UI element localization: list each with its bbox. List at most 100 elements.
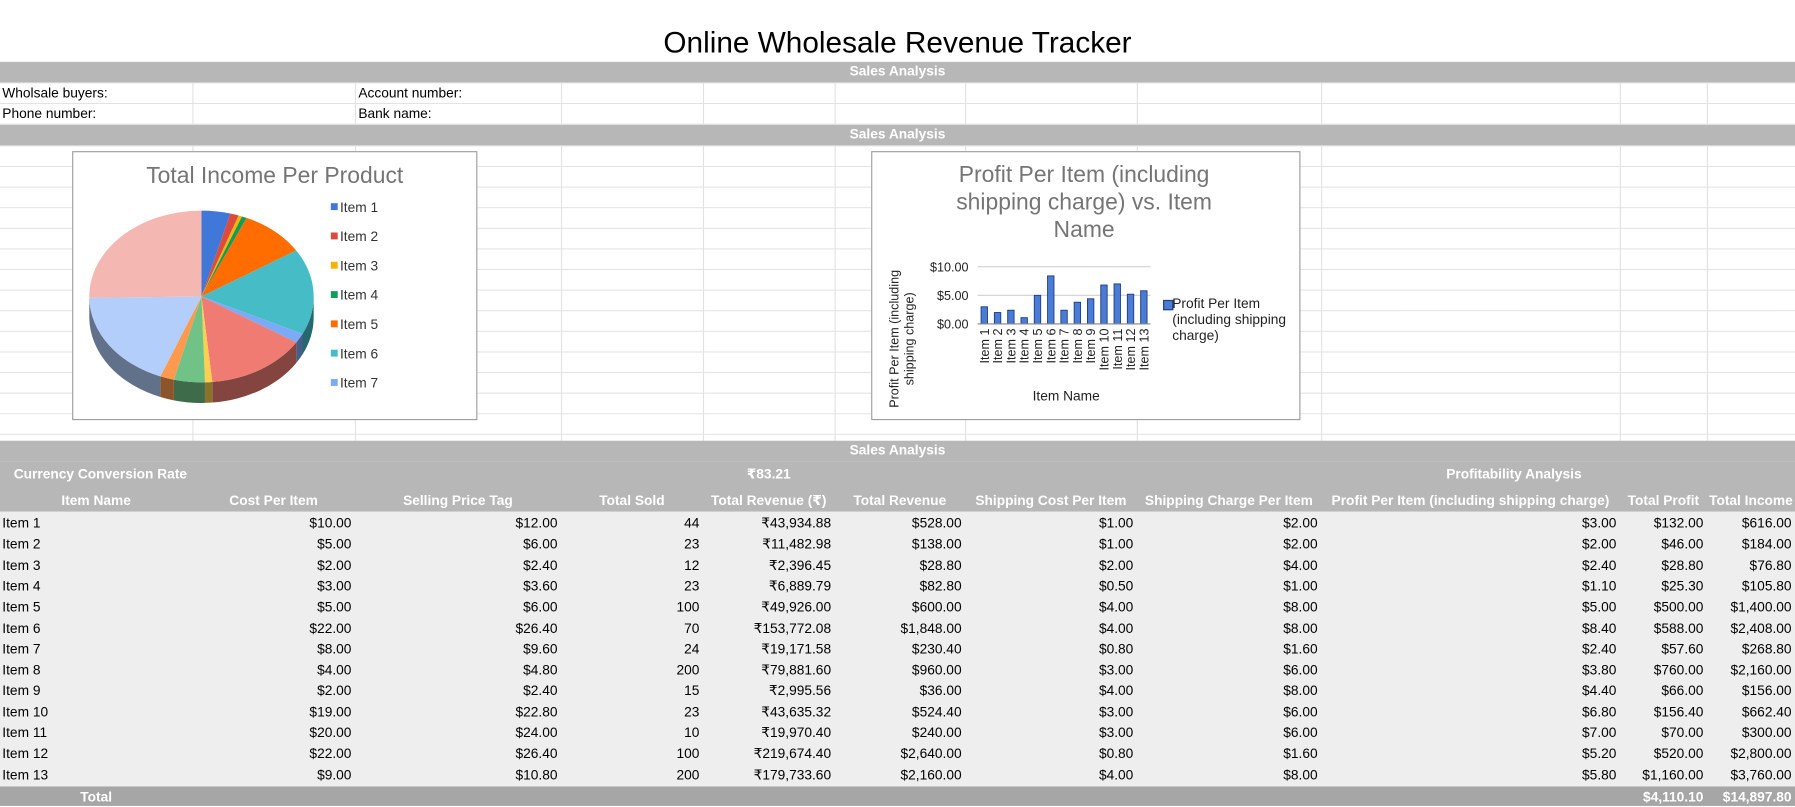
bar — [1021, 318, 1027, 324]
table-cell: $28.80 — [835, 557, 962, 573]
table-cell: $25.30 — [1620, 578, 1704, 594]
legend-swatch — [331, 291, 338, 298]
table-cell: 24 — [561, 641, 700, 657]
table-cell: 23 — [561, 578, 700, 594]
table-cell: $2,800.00 — [1707, 746, 1792, 762]
table-cell: $6.00 — [1137, 662, 1318, 678]
table-cell: ₹2,995.56 — [703, 683, 831, 699]
legend-swatch — [331, 320, 338, 327]
bar — [1048, 276, 1054, 324]
table-cell: Item 12 — [2, 746, 48, 762]
table-cell: $138.00 — [835, 536, 962, 552]
table-cell: $184.00 — [1707, 536, 1792, 552]
table-cell: $240.00 — [835, 725, 962, 741]
cell-border — [965, 82, 966, 124]
table-cell: $4.00 — [192, 662, 351, 678]
column-header: Profit Per Item (including shipping char… — [1321, 492, 1620, 508]
table-cell: $5.80 — [1321, 767, 1616, 783]
table-cell: $105.80 — [1707, 578, 1792, 594]
table-cell: $4.80 — [355, 662, 558, 678]
table-cell: $2.40 — [355, 683, 558, 699]
table-cell: $66.00 — [1620, 683, 1704, 699]
x-tick-label: Item 10 — [1098, 329, 1112, 371]
bar — [1087, 299, 1093, 324]
table-cell: $3.80 — [1321, 662, 1616, 678]
table-cell: $12.00 — [355, 515, 558, 531]
column-header: Total Profit — [1620, 492, 1707, 508]
table-cell: 44 — [561, 515, 700, 531]
table-cell: $0.50 — [965, 578, 1133, 594]
x-tick-label: Item 7 — [1058, 329, 1072, 364]
table-cell: $3,760.00 — [1707, 767, 1792, 783]
table-cell: $8.00 — [1137, 683, 1318, 699]
table-cell: ₹79,881.60 — [703, 662, 831, 678]
y-tick-label: $10.00 — [930, 260, 968, 274]
table-cell: $3.00 — [192, 578, 351, 594]
table-cell: $1.00 — [1137, 578, 1318, 594]
table-cell: $76.80 — [1707, 557, 1792, 573]
cell-label: Account number: — [358, 85, 462, 101]
column-header: Total Revenue — [835, 492, 966, 508]
cell-border — [1321, 145, 1322, 440]
table-cell: $5.20 — [1321, 746, 1616, 762]
column-header: Total Revenue (₹) — [703, 492, 835, 508]
currency-label: Currency Conversion Rate — [14, 466, 187, 482]
column-header: Shipping Cost Per Item — [965, 492, 1137, 508]
table-cell: $1.60 — [1137, 641, 1318, 657]
table-cell: $4.00 — [965, 620, 1133, 636]
table-cell: $3.00 — [965, 704, 1133, 720]
table-cell: ₹6,889.79 — [703, 578, 831, 594]
cell-border — [1321, 82, 1322, 124]
pie-chart: Total Income Per Product Item 1Item 2Ite… — [72, 151, 477, 420]
table-cell: $2.00 — [1137, 536, 1318, 552]
table-cell: $7.00 — [1321, 725, 1616, 741]
table-cell: $2,160.00 — [835, 767, 962, 783]
table-cell: 12 — [561, 557, 700, 573]
cell-border — [703, 82, 704, 124]
table-cell: $9.60 — [355, 641, 558, 657]
bar-plot: $0.00$5.00$10.00Item 1Item 2Item 3Item 4… — [872, 152, 1299, 419]
x-tick-label: Item 4 — [1018, 329, 1032, 364]
currency-rate: ₹83.21 — [703, 466, 835, 482]
table-cell: $300.00 — [1707, 725, 1792, 741]
table-cell: ₹19,970.40 — [703, 725, 831, 741]
column-header: Shipping Charge Per Item — [1137, 492, 1321, 508]
bar — [1061, 310, 1067, 324]
table-cell: $22.80 — [355, 704, 558, 720]
table-cell: $600.00 — [835, 599, 962, 615]
table-cell: $8.00 — [1137, 767, 1318, 783]
y-axis-title: Profit Per Item (including shipping char… — [888, 253, 918, 420]
x-tick-label: Item 6 — [1044, 329, 1058, 364]
legend-label: Item 2 — [340, 229, 378, 244]
cell-border — [703, 145, 704, 440]
table-cell: $230.40 — [835, 641, 962, 657]
x-tick-label: Item 2 — [991, 329, 1005, 364]
bar — [1127, 294, 1133, 324]
pie-slice-side — [205, 382, 212, 403]
section-band: Sales Analysis — [0, 441, 1795, 462]
x-tick-label: Item 8 — [1071, 329, 1085, 364]
table-cell: 70 — [561, 620, 700, 636]
table-cell: $500.00 — [1620, 599, 1704, 615]
legend-swatch — [331, 379, 338, 386]
table-cell: 23 — [561, 536, 700, 552]
table-cell: Item 7 — [2, 641, 40, 657]
cell-grid — [0, 82, 1795, 124]
table-cell: $10.80 — [355, 767, 558, 783]
table-cell: $520.00 — [1620, 746, 1704, 762]
bar — [1074, 302, 1080, 324]
cell-border — [1707, 82, 1708, 124]
table-cell: 100 — [561, 599, 700, 615]
pie-slice-side — [160, 376, 174, 400]
legend-swatch — [331, 233, 338, 240]
table-cell: Item 2 — [2, 536, 40, 552]
column-header: Item Name — [0, 492, 192, 508]
table-cell: $8.00 — [1137, 620, 1318, 636]
table-cell: ₹49,926.00 — [703, 599, 831, 615]
table-cell: $2.00 — [192, 683, 351, 699]
table-cell: $2,640.00 — [835, 746, 962, 762]
table-cell: $2.00 — [965, 557, 1133, 573]
cell-border — [192, 82, 193, 124]
table-cell: Item 8 — [2, 662, 40, 678]
